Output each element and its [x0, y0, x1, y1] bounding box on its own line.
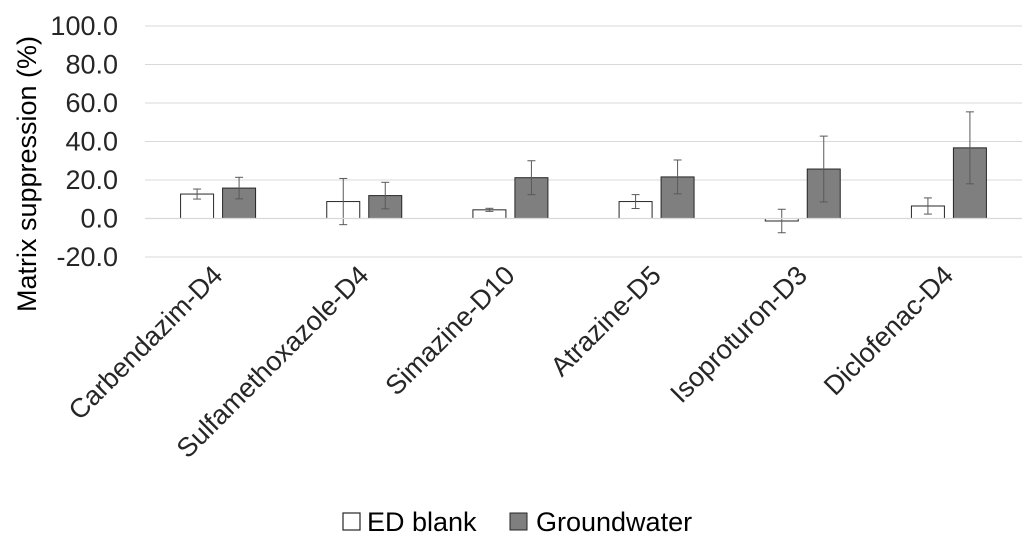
y-tick-label: 0.0 [80, 204, 118, 234]
x-tick-label: Diclofenac-D4 [818, 260, 959, 401]
gridlines [145, 25, 1022, 258]
x-tick-label: Simazine-D10 [380, 260, 521, 401]
bar-chart: 100.0 80.0 60.0 40.0 20.0 0.0 -20.0Carbendazim… [12, 11, 1022, 464]
axes: 100.0 80.0 60.0 40.0 20.0 0.0 -20.0Carbendazim… [50, 11, 1022, 464]
legend-label-groundwater: Groundwater [536, 507, 692, 537]
x-tick-label: Isoproturon-D3 [664, 260, 813, 409]
y-tick-label: 40.0 [65, 127, 118, 157]
y-tick-label: -20.0 [56, 242, 118, 272]
legend: ED blank Groundwater [342, 507, 692, 537]
y-tick-label: 80.0 [65, 50, 118, 80]
bars [180, 111, 987, 234]
y-axis-label: Matrix suppression (%) [12, 36, 42, 312]
y-tick-label: 100.0 [50, 11, 118, 41]
legend-swatch-groundwater [509, 512, 528, 531]
bar-groundwater [514, 177, 549, 220]
x-tick-label: Carbendazim-D4 [63, 260, 229, 426]
legend-label-ed-blank: ED blank [367, 507, 477, 537]
y-tick-label: 60.0 [65, 88, 118, 118]
x-tick-label: Atrazine-D5 [545, 260, 667, 382]
y-tick-label: 20.0 [65, 165, 118, 195]
legend-swatch-ed-blank [342, 512, 361, 531]
